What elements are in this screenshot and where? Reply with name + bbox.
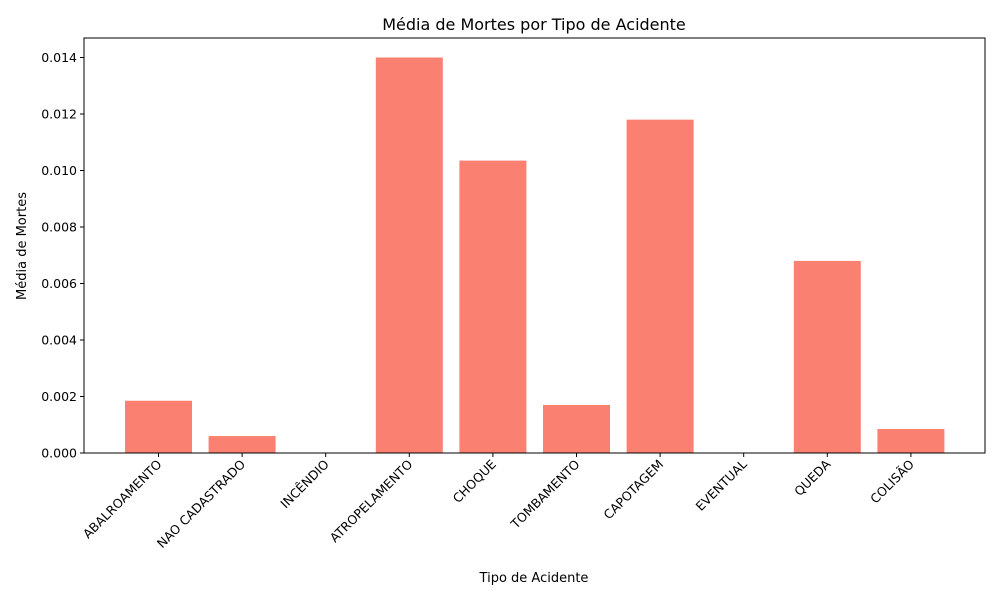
y-tick-label: 0.012 xyxy=(41,106,77,121)
y-axis-label: Média de Mortes xyxy=(15,192,30,300)
y-axis-ticks: 0.000 0.002 0.004 0.006 0.008 0.010 0.012 0.014 xyxy=(41,50,84,461)
x-tick-label: ATROPELAMENTO xyxy=(327,456,416,545)
y-tick-label: 0.014 xyxy=(41,50,77,65)
y-tick-label: 0.000 xyxy=(41,446,77,461)
x-tick-label: ABALROAMENTO xyxy=(80,456,165,541)
x-tick-label: CHOQUE xyxy=(450,456,499,505)
bar-abalroamento xyxy=(125,400,192,453)
y-tick-label: 0.004 xyxy=(41,332,77,347)
x-tick-label: NAO CADASTRADO xyxy=(154,456,249,551)
bar-tombamento xyxy=(543,404,610,453)
y-tick-label: 0.006 xyxy=(41,276,77,291)
bar-colisão xyxy=(877,428,945,453)
x-tick-label: INCÊNDIO xyxy=(277,456,332,511)
bar-queda xyxy=(793,260,861,453)
x-tick-label: CAPOTAGEM xyxy=(600,457,666,523)
bars-group xyxy=(125,57,945,453)
bar-choque xyxy=(459,160,527,453)
chart-title: Média de Mortes por Tipo de Acidente xyxy=(382,15,686,34)
bar-nao-cadastrado xyxy=(208,436,276,453)
x-tick-label: QUEDA xyxy=(791,456,834,499)
y-tick-label: 0.002 xyxy=(41,389,77,404)
bar-capotagem xyxy=(626,119,694,453)
y-tick-label: 0.008 xyxy=(41,219,77,234)
x-tick-label: TOMBAMENTO xyxy=(507,456,583,532)
y-tick-label: 0.010 xyxy=(41,163,77,178)
x-axis-label: Tipo de Acidente xyxy=(479,571,589,586)
plot-frame xyxy=(83,37,986,454)
bar-atropelamento xyxy=(375,57,443,453)
x-tick-label: EVENTUAL xyxy=(693,456,750,513)
x-tick-label: COLISÃO xyxy=(867,456,917,506)
